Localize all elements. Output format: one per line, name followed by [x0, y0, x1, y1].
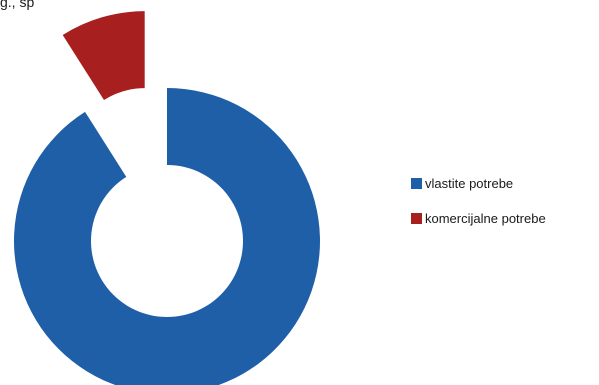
legend-item-komercijalne: komercijalne potrebe: [411, 209, 546, 227]
donut-slice-vlastite: [14, 88, 320, 385]
donut-slice-komercijalne: [62, 11, 145, 101]
legend-item-vlastite: vlastite potrebe: [411, 174, 546, 192]
legend-swatch-vlastite: [411, 177, 422, 189]
legend-label-vlastite: vlastite potrebe: [425, 175, 514, 191]
legend-swatch-komercijalne: [411, 212, 422, 224]
legend: vlastite potrebe komercijalne potrebe: [411, 174, 546, 244]
chart-title-fragment: g., sp: [0, 0, 35, 10]
legend-label-komercijalne: komercijalne potrebe: [425, 210, 546, 226]
